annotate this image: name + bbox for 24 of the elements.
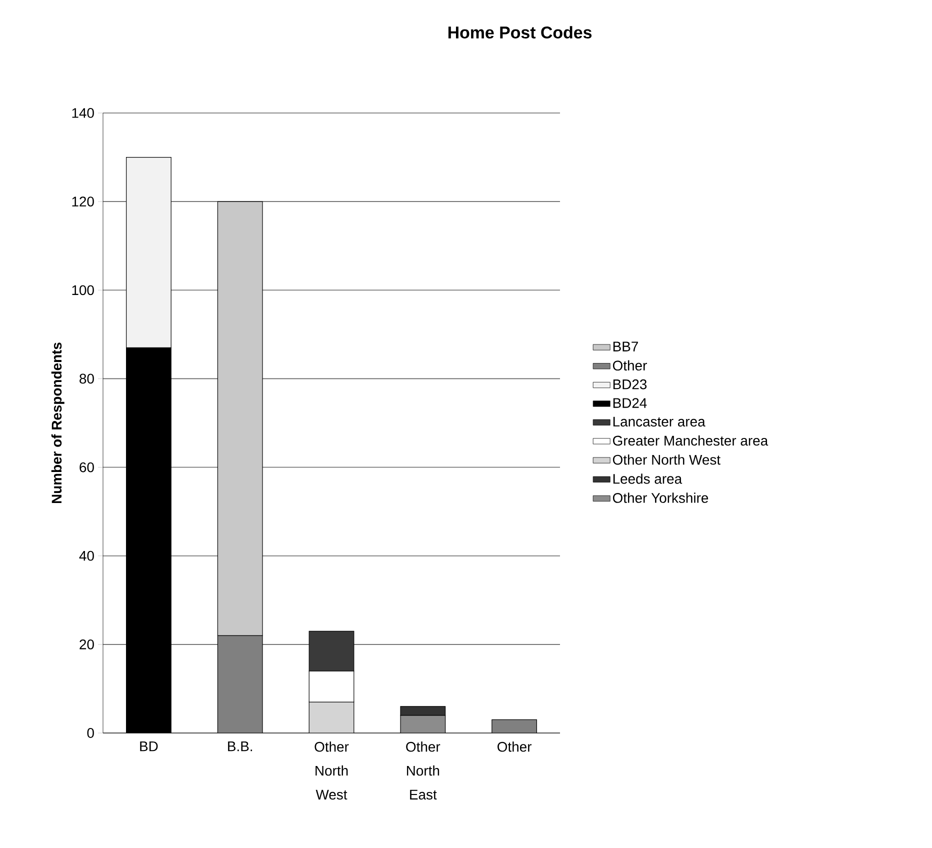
chart-title: Home Post Codes bbox=[448, 26, 592, 38]
y-tick-label: 100 bbox=[72, 285, 94, 296]
legend-label: Other Yorkshire bbox=[612, 492, 708, 503]
y-tick-label: 40 bbox=[79, 550, 94, 561]
legend-label: Lancaster area bbox=[613, 416, 706, 427]
legend-label: Other North West bbox=[612, 454, 720, 465]
y-tick-label: 20 bbox=[80, 639, 94, 650]
y-axis-title: Number of Respondents bbox=[51, 342, 64, 504]
legend-label: Other bbox=[612, 360, 647, 371]
legend-label: Greater Manchester area bbox=[613, 435, 768, 446]
y-tick-label: 80 bbox=[80, 374, 94, 384]
y-tick-label: 140 bbox=[72, 108, 94, 118]
y-tick-label: 60 bbox=[80, 462, 94, 472]
legend-label: Leeds area bbox=[613, 474, 682, 484]
legend-label: BB7 bbox=[613, 342, 638, 352]
y-tick-label: 0 bbox=[87, 728, 94, 738]
x-tick-label: Other North West bbox=[314, 742, 349, 800]
x-tick-label: Other bbox=[498, 742, 532, 752]
y-tick-label: 120 bbox=[72, 196, 94, 207]
x-tick-label: Other North East bbox=[406, 742, 440, 800]
x-tick-label: B.B. bbox=[228, 742, 252, 752]
legend-label: BD24 bbox=[613, 398, 647, 408]
legend-label: BD23 bbox=[613, 379, 647, 390]
x-tick-label: BD bbox=[140, 742, 158, 752]
